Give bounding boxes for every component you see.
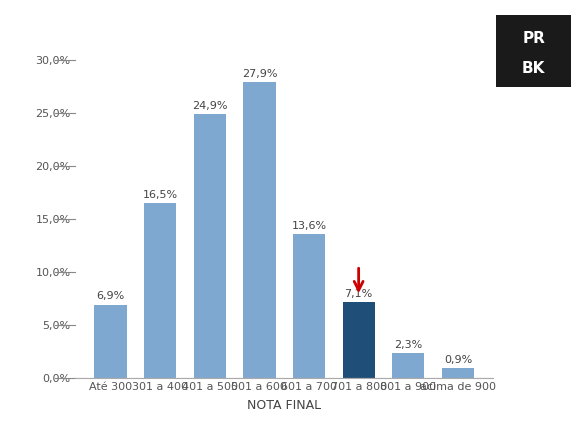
Bar: [293, 233, 325, 378]
Bar: [95, 305, 126, 378]
Bar: [392, 353, 425, 378]
Text: 13,6%: 13,6%: [292, 220, 327, 230]
X-axis label: NOTA FINAL: NOTA FINAL: [247, 399, 321, 412]
Text: BK: BK: [522, 61, 545, 76]
Text: 6,9%: 6,9%: [96, 291, 125, 301]
Bar: [343, 302, 375, 378]
Text: PR: PR: [522, 31, 545, 46]
Text: 7,1%: 7,1%: [345, 289, 373, 299]
Bar: [442, 368, 474, 378]
Text: 2,3%: 2,3%: [394, 340, 422, 350]
Bar: [243, 82, 276, 378]
Text: 27,9%: 27,9%: [242, 69, 277, 79]
Text: 0,9%: 0,9%: [444, 355, 472, 365]
Text: 24,9%: 24,9%: [192, 101, 227, 111]
Text: 16,5%: 16,5%: [143, 190, 177, 200]
Bar: [144, 203, 176, 378]
Bar: [194, 114, 226, 378]
